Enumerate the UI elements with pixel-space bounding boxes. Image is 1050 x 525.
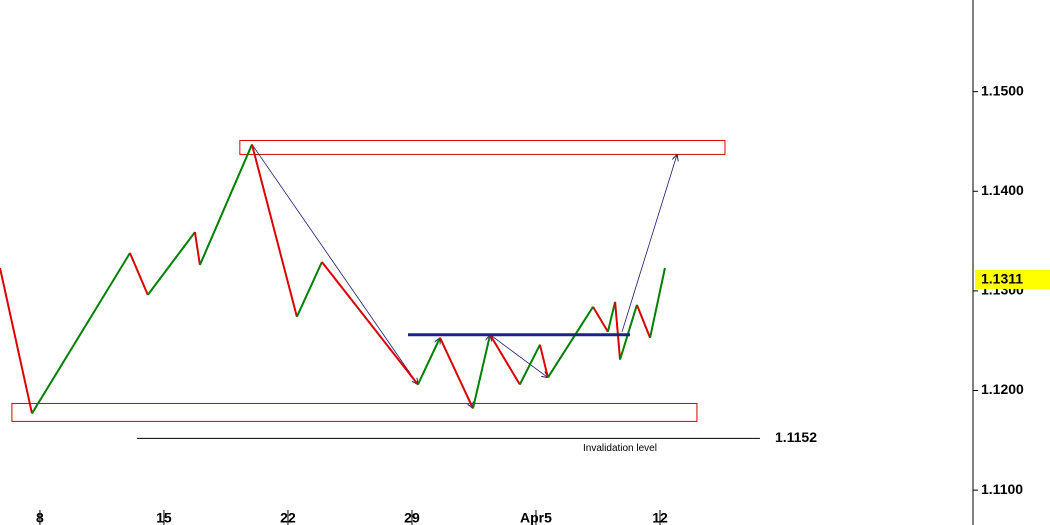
price-segment <box>439 337 474 409</box>
price-segment <box>193 231 201 266</box>
price-segment <box>649 267 666 338</box>
x-tick-label: 15 <box>156 510 172 525</box>
price-segment <box>635 304 651 339</box>
x-tick-label: Apr5 <box>520 510 552 525</box>
price-segment <box>614 301 622 360</box>
y-tick-label: 1.1200 <box>981 381 1024 397</box>
price-segment <box>31 252 131 414</box>
price-segment <box>147 231 196 296</box>
price-segment <box>518 344 541 385</box>
target-arrow <box>621 154 677 332</box>
x-tick-label: 8 <box>36 510 44 525</box>
zone <box>11 402 698 422</box>
price-segment <box>129 252 149 296</box>
price-segment <box>619 304 638 360</box>
zone <box>239 139 726 155</box>
price-segment <box>251 144 298 318</box>
price-segment <box>606 301 617 332</box>
price-segment <box>489 334 521 386</box>
y-tick-label: 1.1100 <box>981 481 1023 497</box>
projection-leg <box>489 334 548 378</box>
invalidation-value: 1.1152 <box>775 429 817 445</box>
y-tick-label: 1.1400 <box>981 182 1024 198</box>
last-price-box <box>975 269 1050 289</box>
x-tick-label: 22 <box>280 510 296 525</box>
price-segment <box>0 267 33 414</box>
price-segment <box>538 344 549 378</box>
y-tick-label: 1.1500 <box>981 82 1024 98</box>
price-segment <box>472 334 492 409</box>
x-tick-label: 12 <box>652 510 668 525</box>
projection-leg <box>251 144 418 384</box>
last-price-label: 1.1311 <box>981 271 1023 287</box>
price-segment <box>592 306 609 333</box>
invalidation-label: Invalidation level <box>583 443 657 454</box>
price-segment <box>417 337 441 385</box>
x-tick-label: 29 <box>404 510 420 525</box>
price-segment <box>321 261 419 386</box>
price-segment <box>547 306 594 379</box>
price-segment <box>295 261 323 318</box>
price-segment <box>198 144 253 266</box>
